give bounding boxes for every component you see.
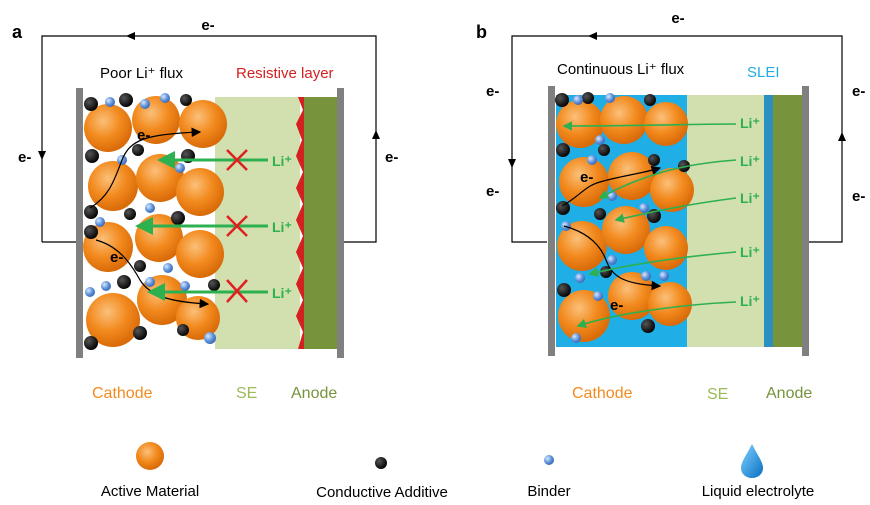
active-material-icon xyxy=(136,442,164,470)
circuit-arrow-icon xyxy=(588,32,597,40)
cathode-current-collector xyxy=(76,88,83,358)
li-ion-label: Li⁺ xyxy=(740,244,760,260)
panel-a-letter: a xyxy=(12,22,23,42)
solid-electrolyte-layer xyxy=(687,95,764,347)
se-label: SE xyxy=(236,385,257,402)
anode-label: Anode xyxy=(766,385,812,402)
resistive-layer-label: Resistive layer xyxy=(236,65,334,82)
anode-current-collector xyxy=(337,88,344,358)
legend-active-material: Active Material xyxy=(101,483,199,500)
conductive-additive-icon xyxy=(375,457,387,469)
electron-label: e- xyxy=(201,17,214,34)
panel-a-circuit xyxy=(41,35,377,243)
anode-layer xyxy=(304,97,337,349)
li-ion-label: Li⁺ xyxy=(272,219,292,235)
electron-paths-a xyxy=(89,127,210,309)
panel-b-letter: b xyxy=(476,22,487,42)
electron-label: e- xyxy=(18,149,31,166)
legend: Active Material Conductive Additive Bind… xyxy=(101,442,815,501)
electron-label: e- xyxy=(852,188,865,205)
li-ion-label: Li⁺ xyxy=(740,115,760,131)
electron-label: e- xyxy=(610,297,623,314)
circuit-arrow-icon xyxy=(838,132,846,141)
circuit-arrow-icon xyxy=(38,151,46,160)
cathode-label: Cathode xyxy=(92,385,153,402)
flux-label: Poor Li⁺ flux xyxy=(100,65,183,82)
li-ion-label: Li⁺ xyxy=(740,153,760,169)
liquid-drop-icon xyxy=(741,444,763,478)
panel-b-circuit xyxy=(511,35,843,243)
circuit-arrow-icon xyxy=(372,130,380,139)
solid-electrolyte-layer xyxy=(215,97,300,349)
slei-label: SLEI xyxy=(747,64,780,81)
legend-liquid-electrolyte: Liquid electrolyte xyxy=(702,483,815,500)
resistive-layer xyxy=(296,97,306,349)
circuit-arrow-icon xyxy=(508,159,516,168)
electron-label: e- xyxy=(486,183,499,200)
li-ion-label: Li⁺ xyxy=(740,190,760,206)
li-flux-arrows xyxy=(562,121,737,329)
block-cross-icon xyxy=(226,149,248,303)
electron-label: e- xyxy=(852,83,865,100)
electron-label: e- xyxy=(671,10,684,27)
legend-conductive-additive: Conductive Additive xyxy=(316,484,448,500)
binders-b xyxy=(561,93,669,343)
cathode-particles-b xyxy=(556,96,694,342)
cathode-current-collector xyxy=(548,86,555,356)
cathode-label: Cathode xyxy=(572,385,633,402)
slei-layer xyxy=(764,95,773,347)
li-ion-label: Li⁺ xyxy=(740,293,760,309)
anode-label: Anode xyxy=(291,385,337,402)
circuit-arrow-icon xyxy=(126,32,135,40)
electron-label: e- xyxy=(110,249,123,266)
li-ion-label: Li⁺ xyxy=(272,153,292,169)
flux-label: Continuous Li⁺ flux xyxy=(557,61,685,78)
anode-layer xyxy=(773,95,802,347)
electron-label: e- xyxy=(580,169,593,186)
blocked-li-arrows xyxy=(135,149,268,303)
panel-b: b e- e- e- e- e- Continuous Li⁺ flux SLE… xyxy=(476,10,865,403)
legend-binder: Binder xyxy=(527,483,570,500)
se-label: SE xyxy=(707,386,728,403)
binder-icon xyxy=(544,455,554,465)
electron-label: e- xyxy=(137,127,150,144)
anode-current-collector xyxy=(802,86,809,356)
li-ion-label: Li⁺ xyxy=(272,285,292,301)
electron-label: e- xyxy=(385,149,398,166)
panel-a: a e- e- e- Poor Li⁺ flux Resistive layer xyxy=(12,17,398,402)
electron-label: e- xyxy=(486,83,499,100)
electron-paths-b xyxy=(561,165,662,291)
cathode-particles-a xyxy=(83,96,227,347)
conductive-additives-b xyxy=(555,92,690,333)
conductive-additives-a xyxy=(84,93,220,350)
